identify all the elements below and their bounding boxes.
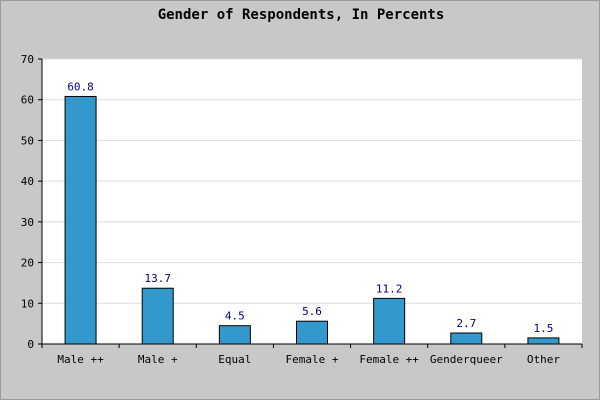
y-tick-label: 70	[21, 53, 34, 66]
x-tick-label: Other	[527, 353, 560, 366]
data-label: 5.6	[302, 305, 322, 318]
gridlines	[42, 58, 582, 304]
data-label: 1.5	[533, 322, 553, 335]
bar-male	[64, 95, 97, 345]
axes	[41, 59, 582, 345]
x-tick-label: Male +	[138, 353, 178, 366]
x-axis-ticks: Male ++ Male + Equal Female + Female ++ Gende…	[41, 344, 583, 366]
y-tick-label: 10	[21, 297, 34, 310]
y-tick-label: 50	[21, 134, 34, 147]
bar-female	[373, 297, 406, 345]
x-tick-label: Female +	[286, 353, 339, 366]
data-label: 2.7	[456, 317, 476, 330]
x-tick-label: Male ++	[57, 353, 104, 366]
chart-title: Gender of Respondents, In Percents	[158, 7, 445, 23]
bar-male	[141, 287, 174, 345]
data-label: 13.7	[144, 272, 171, 285]
bar-genderqueer	[450, 332, 483, 345]
value-labels: 60.8 13.7 4.5 5.6 11.2 2.7 1.5	[67, 80, 553, 334]
bar-equal	[218, 325, 251, 345]
y-tick-label: 0	[27, 338, 34, 351]
y-tick-label: 60	[21, 94, 34, 107]
bar-other	[527, 337, 560, 345]
data-label: 60.8	[67, 80, 94, 93]
data-label: 11.2	[376, 282, 403, 295]
y-tick-label: 30	[21, 216, 34, 229]
x-tick-label: Genderqueer	[430, 353, 503, 366]
x-tick-label: Female ++	[359, 353, 419, 366]
x-tick-label: Equal	[218, 353, 251, 366]
bar-female	[296, 320, 328, 345]
data-label: 4.5	[225, 310, 245, 323]
y-axis-ticks: 0 10 20 30 40 50 60 70	[21, 53, 42, 351]
y-tick-label: 40	[21, 175, 34, 188]
y-tick-label: 20	[21, 257, 34, 270]
plot-area	[42, 59, 582, 344]
